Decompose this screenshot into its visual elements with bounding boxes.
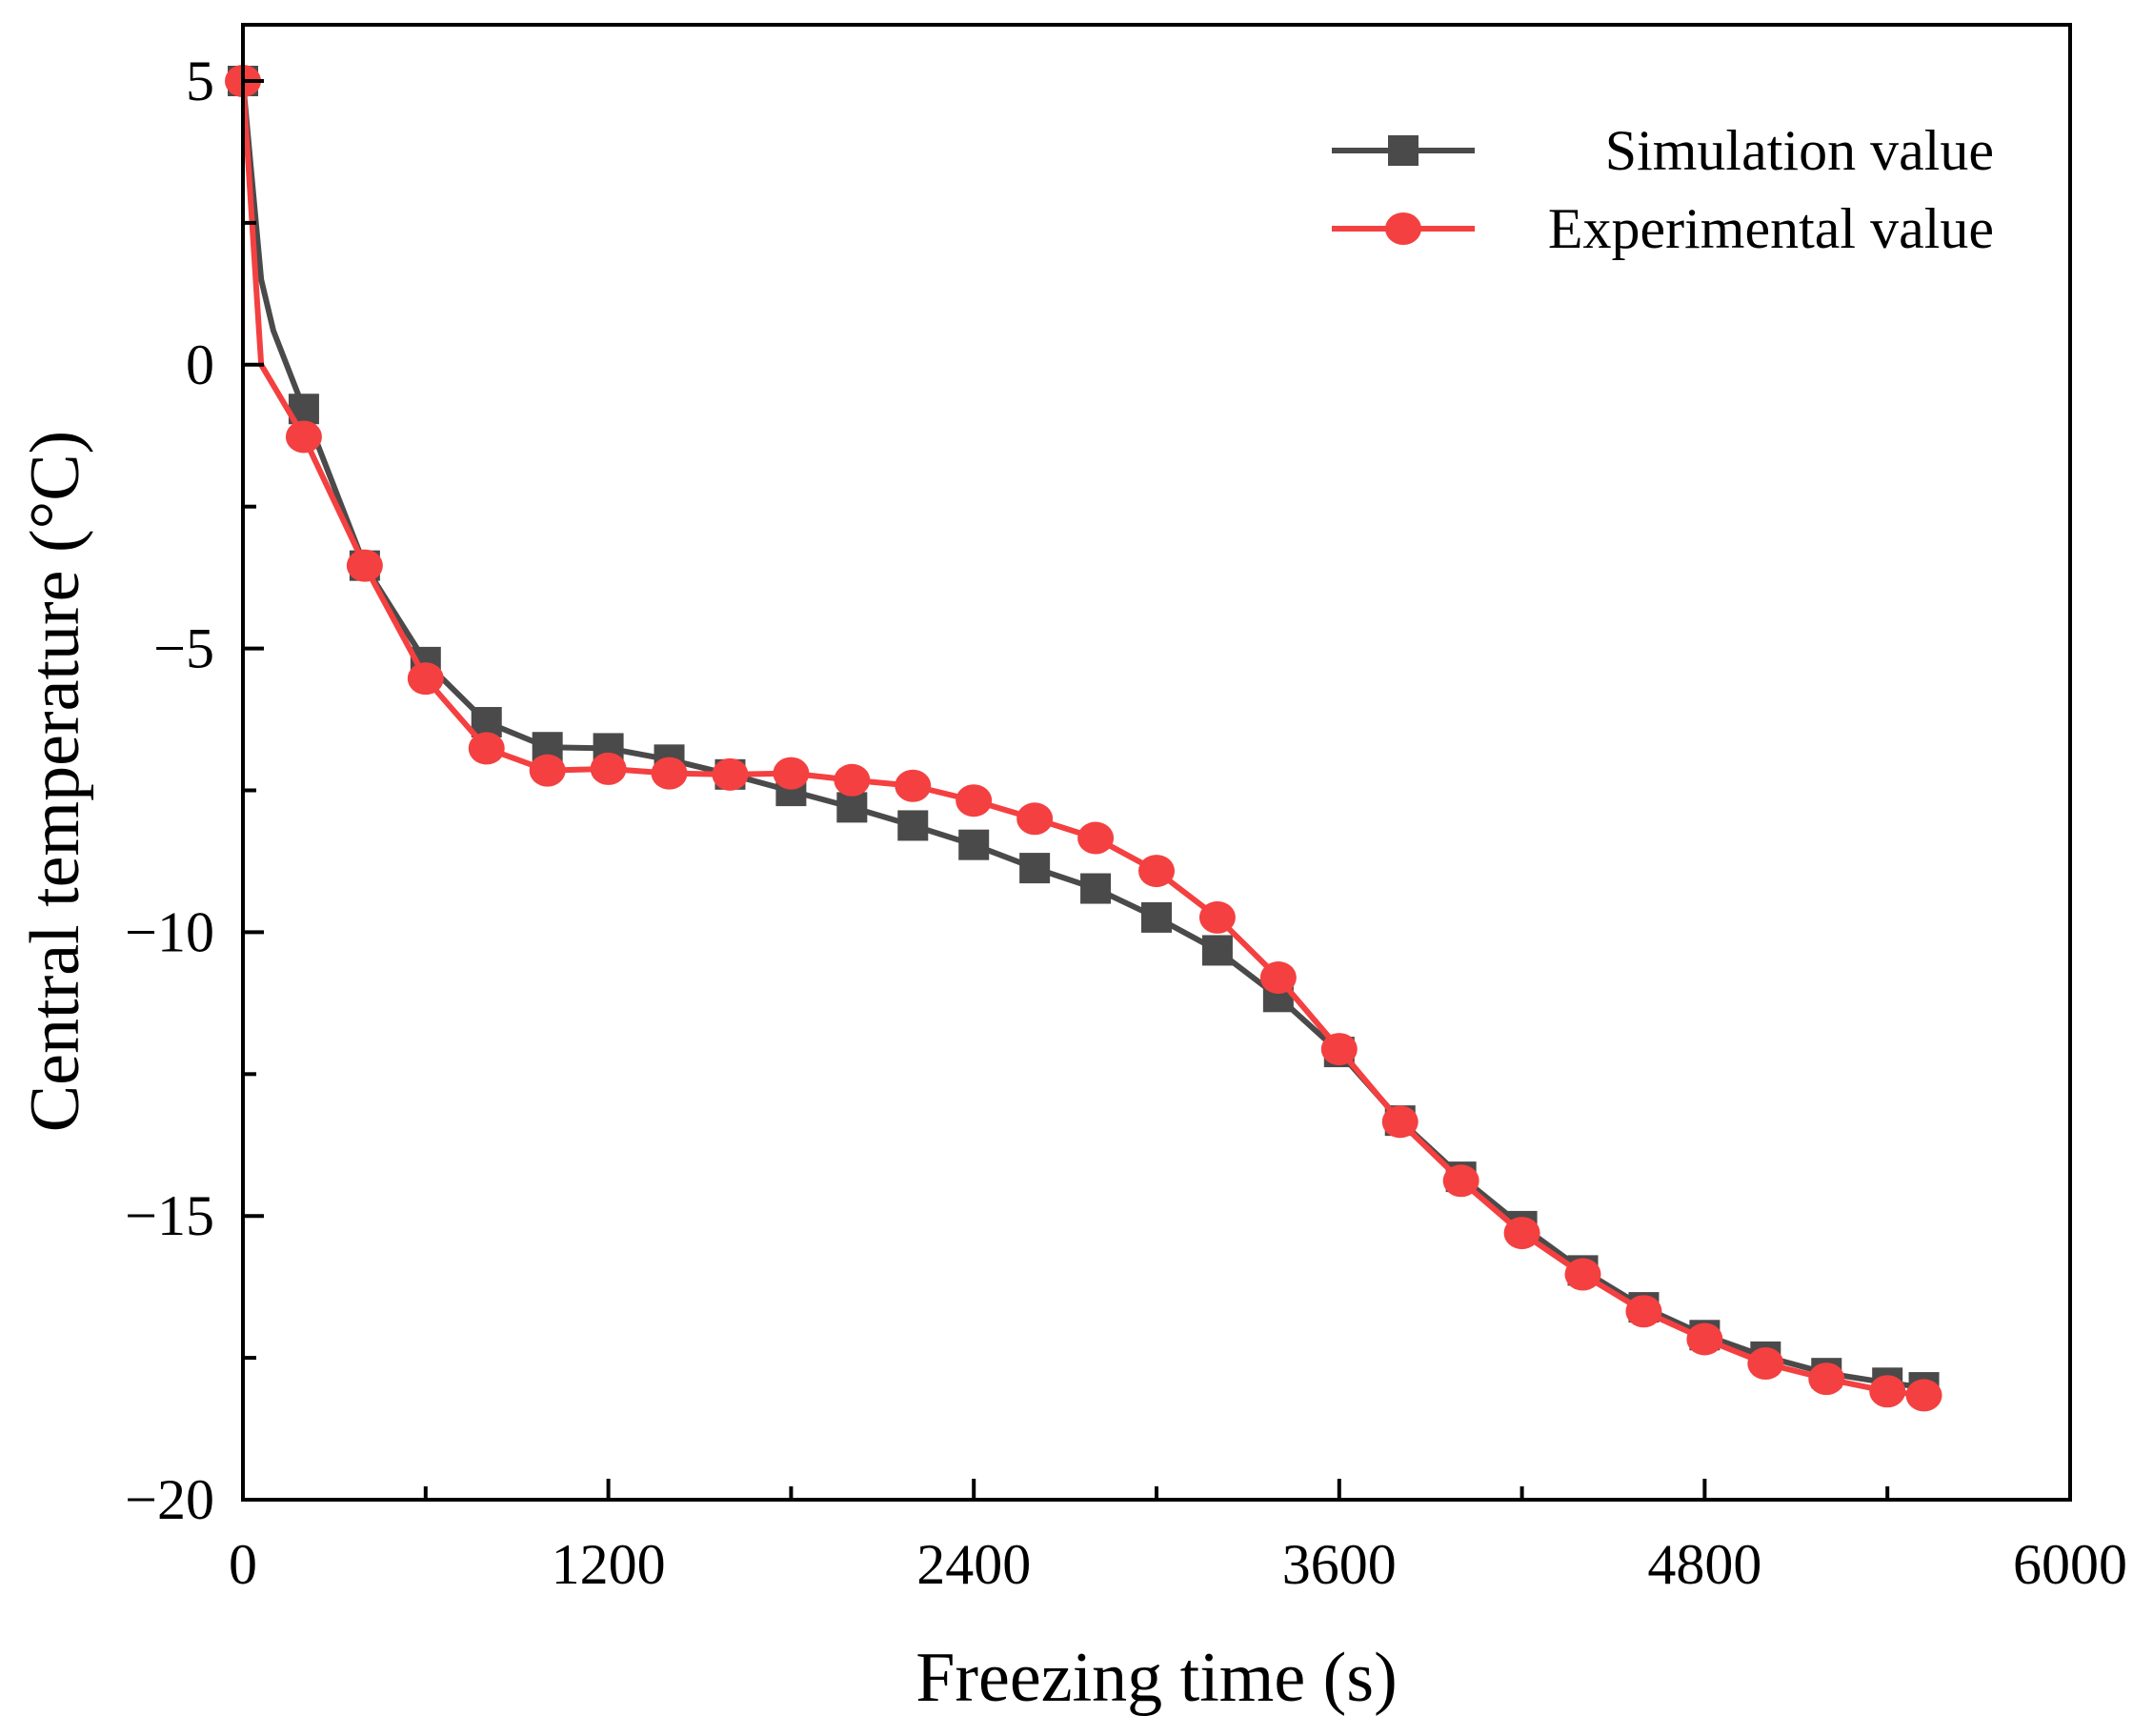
- data-point-circle: [1625, 1295, 1662, 1328]
- data-point-circle: [1077, 821, 1115, 855]
- data-point-circle: [1808, 1363, 1845, 1396]
- legend-circle-marker: [1385, 212, 1421, 245]
- data-point-circle: [468, 732, 505, 765]
- y-tick-label: −20: [125, 1468, 214, 1531]
- data-point-circle: [1138, 855, 1175, 888]
- data-point-circle: [1381, 1105, 1419, 1139]
- y-tick-label: 5: [186, 50, 214, 112]
- axes: 0 1200 2400 3600 4800 6000 5 0 −5 −10 −15 −20: [125, 50, 2127, 1596]
- data-point-circle: [590, 752, 627, 785]
- x-tick-label: 4800: [1647, 1533, 1761, 1596]
- data-point-circle: [1320, 1033, 1358, 1066]
- data-point-circle: [773, 757, 810, 790]
- x-tick-label: 6000: [2013, 1533, 2127, 1596]
- data-point-circle: [1869, 1375, 1906, 1408]
- legend-square-marker: [1388, 135, 1419, 166]
- legend-item: Experimental value: [1332, 197, 1994, 260]
- data-point-circle: [1259, 961, 1297, 995]
- x-tick-label: 1200: [552, 1533, 666, 1596]
- data-point-circle: [712, 757, 749, 791]
- data-point-circle: [1686, 1322, 1723, 1356]
- data-point-circle: [956, 784, 993, 818]
- data-point-circle: [895, 769, 932, 802]
- data-point-circle: [1503, 1217, 1540, 1250]
- data-point-circle: [407, 662, 444, 696]
- data-point-square: [836, 792, 868, 823]
- data-point-circle: [285, 420, 322, 454]
- data-point-circle: [1905, 1379, 1942, 1412]
- data-point-square: [1141, 901, 1172, 933]
- data-point-circle: [346, 549, 383, 582]
- y-tick-label: −15: [125, 1184, 214, 1247]
- x-axis-label: Freezing time (s): [916, 1639, 1398, 1717]
- data-point-square: [958, 829, 990, 860]
- data-point-square: [1080, 873, 1112, 904]
- data-point-circle: [1564, 1258, 1601, 1291]
- y-tick-label: −10: [125, 900, 214, 963]
- data-point-circle: [529, 754, 566, 787]
- x-tick-label: 3600: [1282, 1533, 1397, 1596]
- data-point-square: [1201, 935, 1233, 966]
- y-axis-label: Central temperature (°C): [16, 431, 94, 1132]
- legend: Simulation value Experimental value: [1332, 119, 1994, 260]
- chart-marks: [225, 65, 1942, 1412]
- data-point-circle: [1198, 900, 1236, 934]
- data-point-square: [897, 810, 929, 841]
- x-tick-label: 0: [229, 1533, 257, 1596]
- x-tick-label: 2400: [916, 1533, 1031, 1596]
- data-point-circle: [834, 763, 871, 797]
- legend-label: Simulation value: [1605, 119, 1994, 182]
- legend-label: Experimental value: [1548, 197, 1994, 260]
- data-point-circle: [1016, 802, 1054, 836]
- data-point-circle: [1442, 1164, 1479, 1198]
- data-point-circle: [1747, 1347, 1784, 1381]
- legend-item: Simulation value: [1332, 119, 1994, 182]
- data-point-square: [1019, 853, 1051, 884]
- data-point-circle: [651, 757, 688, 790]
- series-experimental: [225, 65, 1942, 1412]
- y-tick-label: 0: [186, 333, 214, 396]
- y-tick-label: −5: [153, 617, 214, 680]
